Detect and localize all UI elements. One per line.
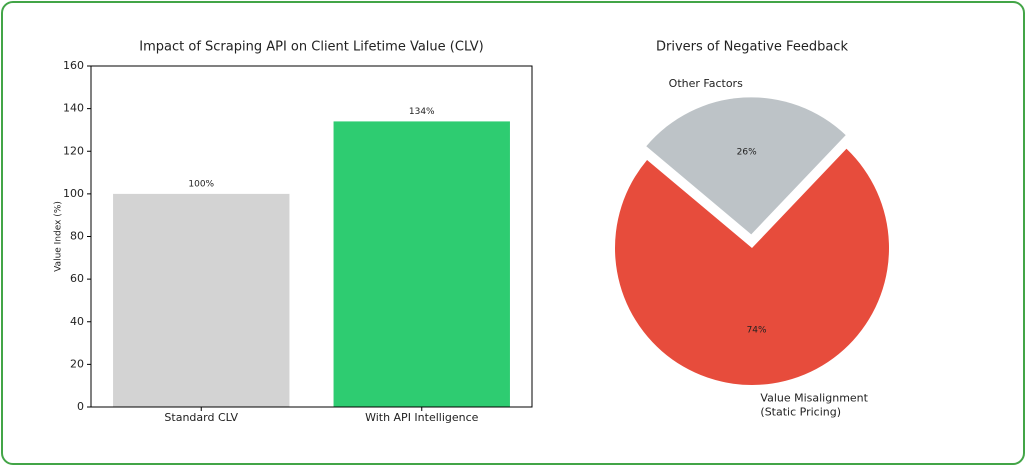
value-label: 134% bbox=[409, 107, 435, 117]
y-tick-label: 40 bbox=[70, 315, 84, 328]
pct-label: 26% bbox=[737, 148, 757, 158]
plot-frame bbox=[90, 65, 533, 408]
x-tick-label: Standard CLV bbox=[164, 411, 238, 424]
chart-title: Impact of Scraping API on Client Lifetim… bbox=[139, 40, 483, 55]
pie-slice bbox=[615, 148, 889, 385]
y-tick-label: 100 bbox=[63, 187, 84, 200]
x-tick-label: With API Intelligence bbox=[365, 411, 479, 424]
y-tick-label: 20 bbox=[70, 357, 84, 370]
chart-title: Drivers of Negative Feedback bbox=[656, 40, 848, 55]
slice-label-line: (Static Pricing) bbox=[760, 405, 841, 418]
y-tick-label: 160 bbox=[63, 59, 84, 72]
value-label: 100% bbox=[188, 179, 214, 189]
bar bbox=[333, 121, 510, 407]
slice-label-line: Value Misalignment bbox=[760, 391, 868, 404]
pct-label: 74% bbox=[747, 326, 767, 336]
y-tick-label: 120 bbox=[63, 144, 84, 157]
y-tick-label: 60 bbox=[70, 272, 84, 285]
y-tick-label: 80 bbox=[70, 230, 84, 243]
y-axis-label: Value Index (%) bbox=[54, 201, 64, 272]
slice-label: Value Misalignment (Static Pricing) bbox=[760, 391, 868, 418]
bar bbox=[113, 193, 290, 407]
y-tick-label: 140 bbox=[63, 102, 84, 115]
slice-label: Other Factors bbox=[669, 77, 743, 90]
pie-slice bbox=[646, 97, 846, 235]
y-tick-label: 0 bbox=[77, 400, 84, 413]
